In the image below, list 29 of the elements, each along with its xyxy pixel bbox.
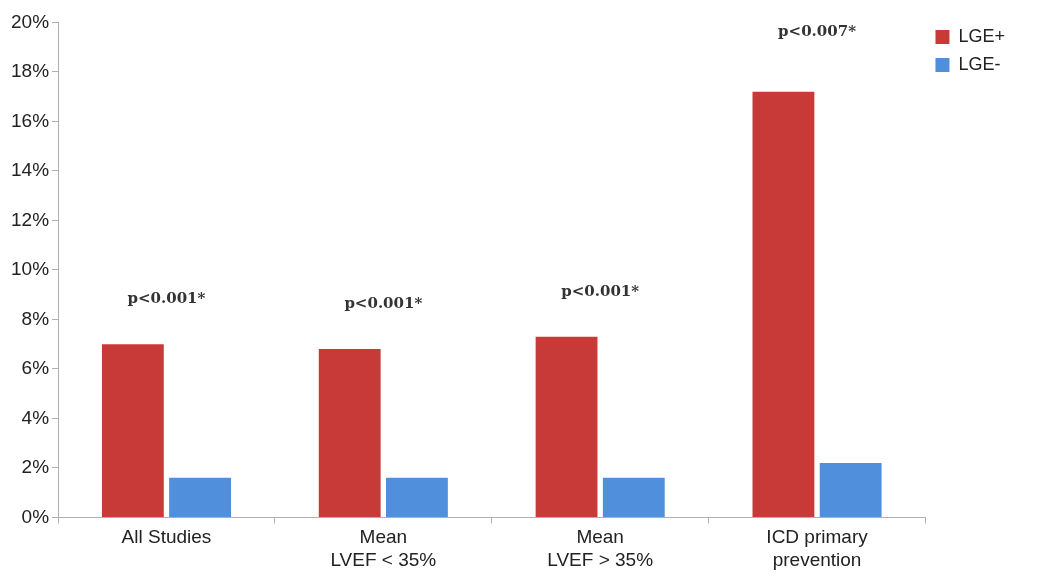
y-tick-label: 4% [21, 406, 50, 428]
annotation: p<0.001* [561, 281, 640, 300]
bar [386, 477, 448, 517]
bar [169, 477, 231, 517]
annotation: p<0.001* [127, 289, 206, 308]
legend-label: LGE+ [958, 25, 1005, 46]
bar [819, 462, 882, 517]
y-tick-label: 16% [11, 109, 50, 131]
bar [318, 349, 381, 517]
x-tick-label: Mean LVEF > 35% [547, 526, 654, 570]
y-tick-label: 10% [11, 258, 50, 280]
y-tick-label: 0% [21, 505, 50, 527]
y-tick-label: 12% [11, 208, 50, 230]
annotation: p<0.001* [344, 293, 423, 312]
y-tick-label: 2% [21, 456, 50, 478]
y-tick-label: 8% [21, 307, 50, 329]
x-tick-label: ICD primary prevention [766, 526, 869, 570]
bar [101, 344, 164, 517]
x-tick-label: All Studies [121, 526, 212, 548]
x-tick-label: Mean LVEF < 35% [330, 526, 437, 570]
bar [602, 477, 665, 517]
y-tick-label: 18% [11, 60, 50, 82]
bar [535, 336, 598, 517]
y-tick-label: 14% [11, 159, 50, 181]
legend-label: LGE- [958, 53, 1001, 74]
bar [752, 91, 815, 517]
y-tick-label: 20% [11, 10, 50, 32]
annotation: p<0.007* [778, 21, 857, 40]
y-tick-label: 6% [21, 357, 50, 379]
